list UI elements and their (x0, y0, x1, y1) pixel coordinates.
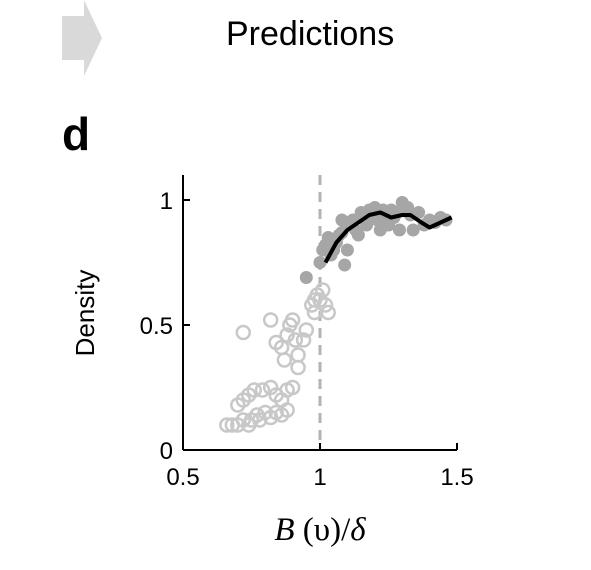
filled-point (412, 206, 426, 219)
filled-point (335, 213, 349, 227)
x-axis-label-b: B (274, 512, 294, 548)
filled-point (299, 271, 313, 284)
open-point (284, 379, 301, 396)
filled-point (406, 223, 420, 237)
y-axis-label: Density (70, 270, 100, 357)
mean-line (323, 210, 453, 264)
open-point (219, 417, 235, 433)
panel-label: d (62, 108, 91, 160)
header-title: Predictions (226, 15, 395, 53)
open-point (235, 324, 252, 341)
filled-point (351, 228, 365, 242)
filled-series (299, 196, 453, 284)
y-ticks: 00.51 (140, 188, 190, 465)
open-point (284, 312, 301, 328)
y-tick-label: 0.5 (140, 313, 173, 340)
filled-point (392, 223, 406, 237)
filled-point (335, 226, 349, 239)
open-point (287, 332, 304, 348)
x-tick-label: 1 (313, 464, 326, 491)
x-axis-label: B (υ)/δ (274, 512, 366, 548)
open-point (246, 382, 262, 398)
filled-point (340, 243, 354, 257)
x-axis-label-mid: (υ)/ (295, 512, 352, 548)
open-series (219, 282, 336, 433)
open-point (290, 347, 306, 363)
right-arrow-icon (62, 0, 102, 76)
y-tick-label: 1 (160, 188, 173, 215)
open-point (314, 282, 331, 298)
open-point (320, 304, 336, 321)
x-ticks: 0.5 1 1.5 (166, 443, 474, 491)
x-tick-label: 1.5 (440, 464, 473, 491)
y-tick-label: 0 (160, 438, 173, 465)
x-axis-label-delta: δ (350, 512, 366, 548)
open-point (295, 332, 312, 348)
filled-point (338, 258, 352, 272)
open-point (254, 382, 271, 398)
open-point (298, 322, 315, 338)
x-tick-label: 0.5 (166, 464, 199, 491)
filled-point (313, 256, 327, 269)
open-point (290, 359, 306, 376)
open-point (317, 297, 334, 313)
open-point (262, 312, 279, 328)
open-point (276, 352, 293, 368)
